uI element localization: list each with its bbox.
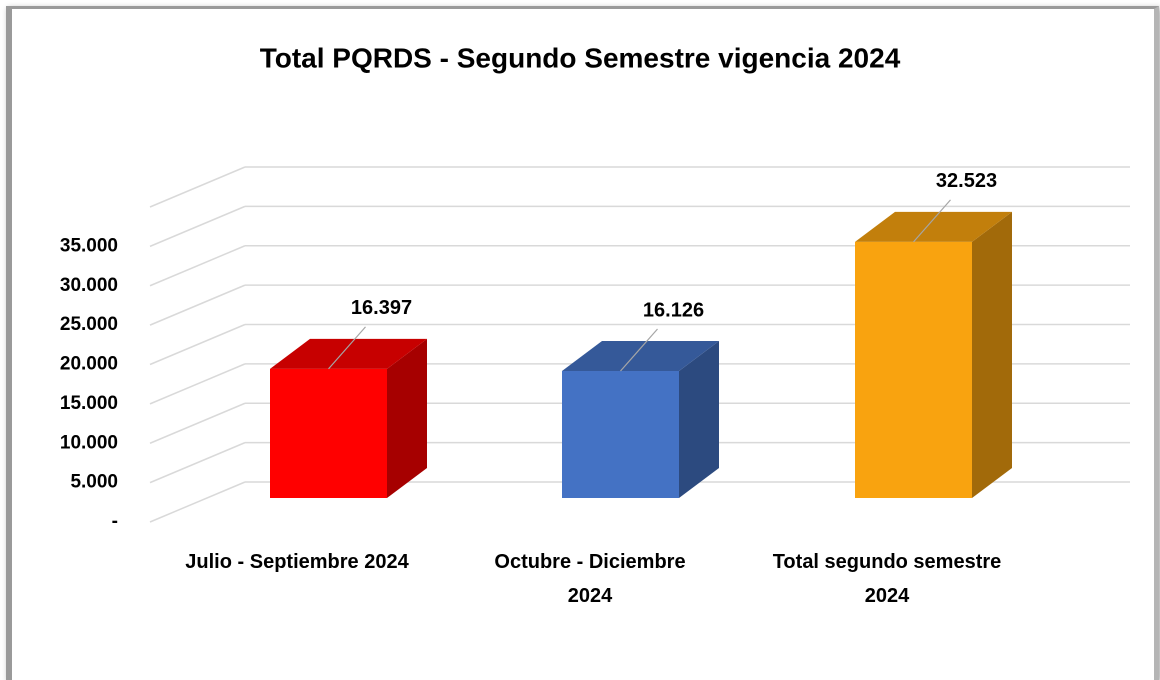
bar-top bbox=[270, 338, 427, 369]
y-tick-label: 20.000 bbox=[60, 354, 118, 375]
grid-line-side bbox=[149, 481, 246, 523]
leader-line bbox=[328, 326, 366, 370]
grid-line-side bbox=[149, 363, 246, 405]
value-label: 16.397 bbox=[351, 297, 412, 319]
y-tick-label: 35.000 bbox=[60, 235, 118, 256]
bar-top bbox=[855, 211, 1012, 242]
wall-top-side bbox=[149, 166, 246, 208]
y-tick-label: 25.000 bbox=[60, 314, 118, 335]
value-label: 16.126 bbox=[643, 299, 704, 321]
chart-title: Total PQRDS - Segundo Semestre vigencia … bbox=[260, 42, 901, 73]
grid-line-side bbox=[149, 402, 246, 444]
x-tick-label: Julio - Septiembre 2024 bbox=[185, 551, 409, 573]
bar-side bbox=[387, 338, 427, 498]
bar-side bbox=[679, 341, 719, 498]
bar bbox=[855, 241, 972, 498]
grid-line-side bbox=[149, 205, 246, 248]
grid-line-side bbox=[149, 441, 246, 484]
y-tick-label: 10.000 bbox=[60, 432, 118, 453]
grid-line-side bbox=[149, 323, 246, 366]
grid-line-side bbox=[149, 245, 246, 287]
x-tick-label: Octubre - Diciembre 2024 bbox=[494, 551, 686, 607]
leader-line bbox=[620, 328, 658, 372]
y-tick-label: 30.000 bbox=[60, 275, 118, 296]
bar-top bbox=[562, 341, 719, 372]
bar bbox=[562, 371, 679, 498]
y-tick-label: 5.000 bbox=[70, 472, 118, 493]
y-tick-label: - bbox=[112, 511, 118, 532]
x-tick-label: Total segundo semestre 2024 bbox=[772, 551, 1002, 607]
bar bbox=[270, 368, 387, 498]
y-tick-label: 15.000 bbox=[60, 393, 118, 414]
leader-line bbox=[913, 199, 951, 243]
bar-side bbox=[972, 211, 1012, 498]
grid-line-side bbox=[149, 284, 246, 326]
value-label: 32.523 bbox=[936, 170, 997, 192]
